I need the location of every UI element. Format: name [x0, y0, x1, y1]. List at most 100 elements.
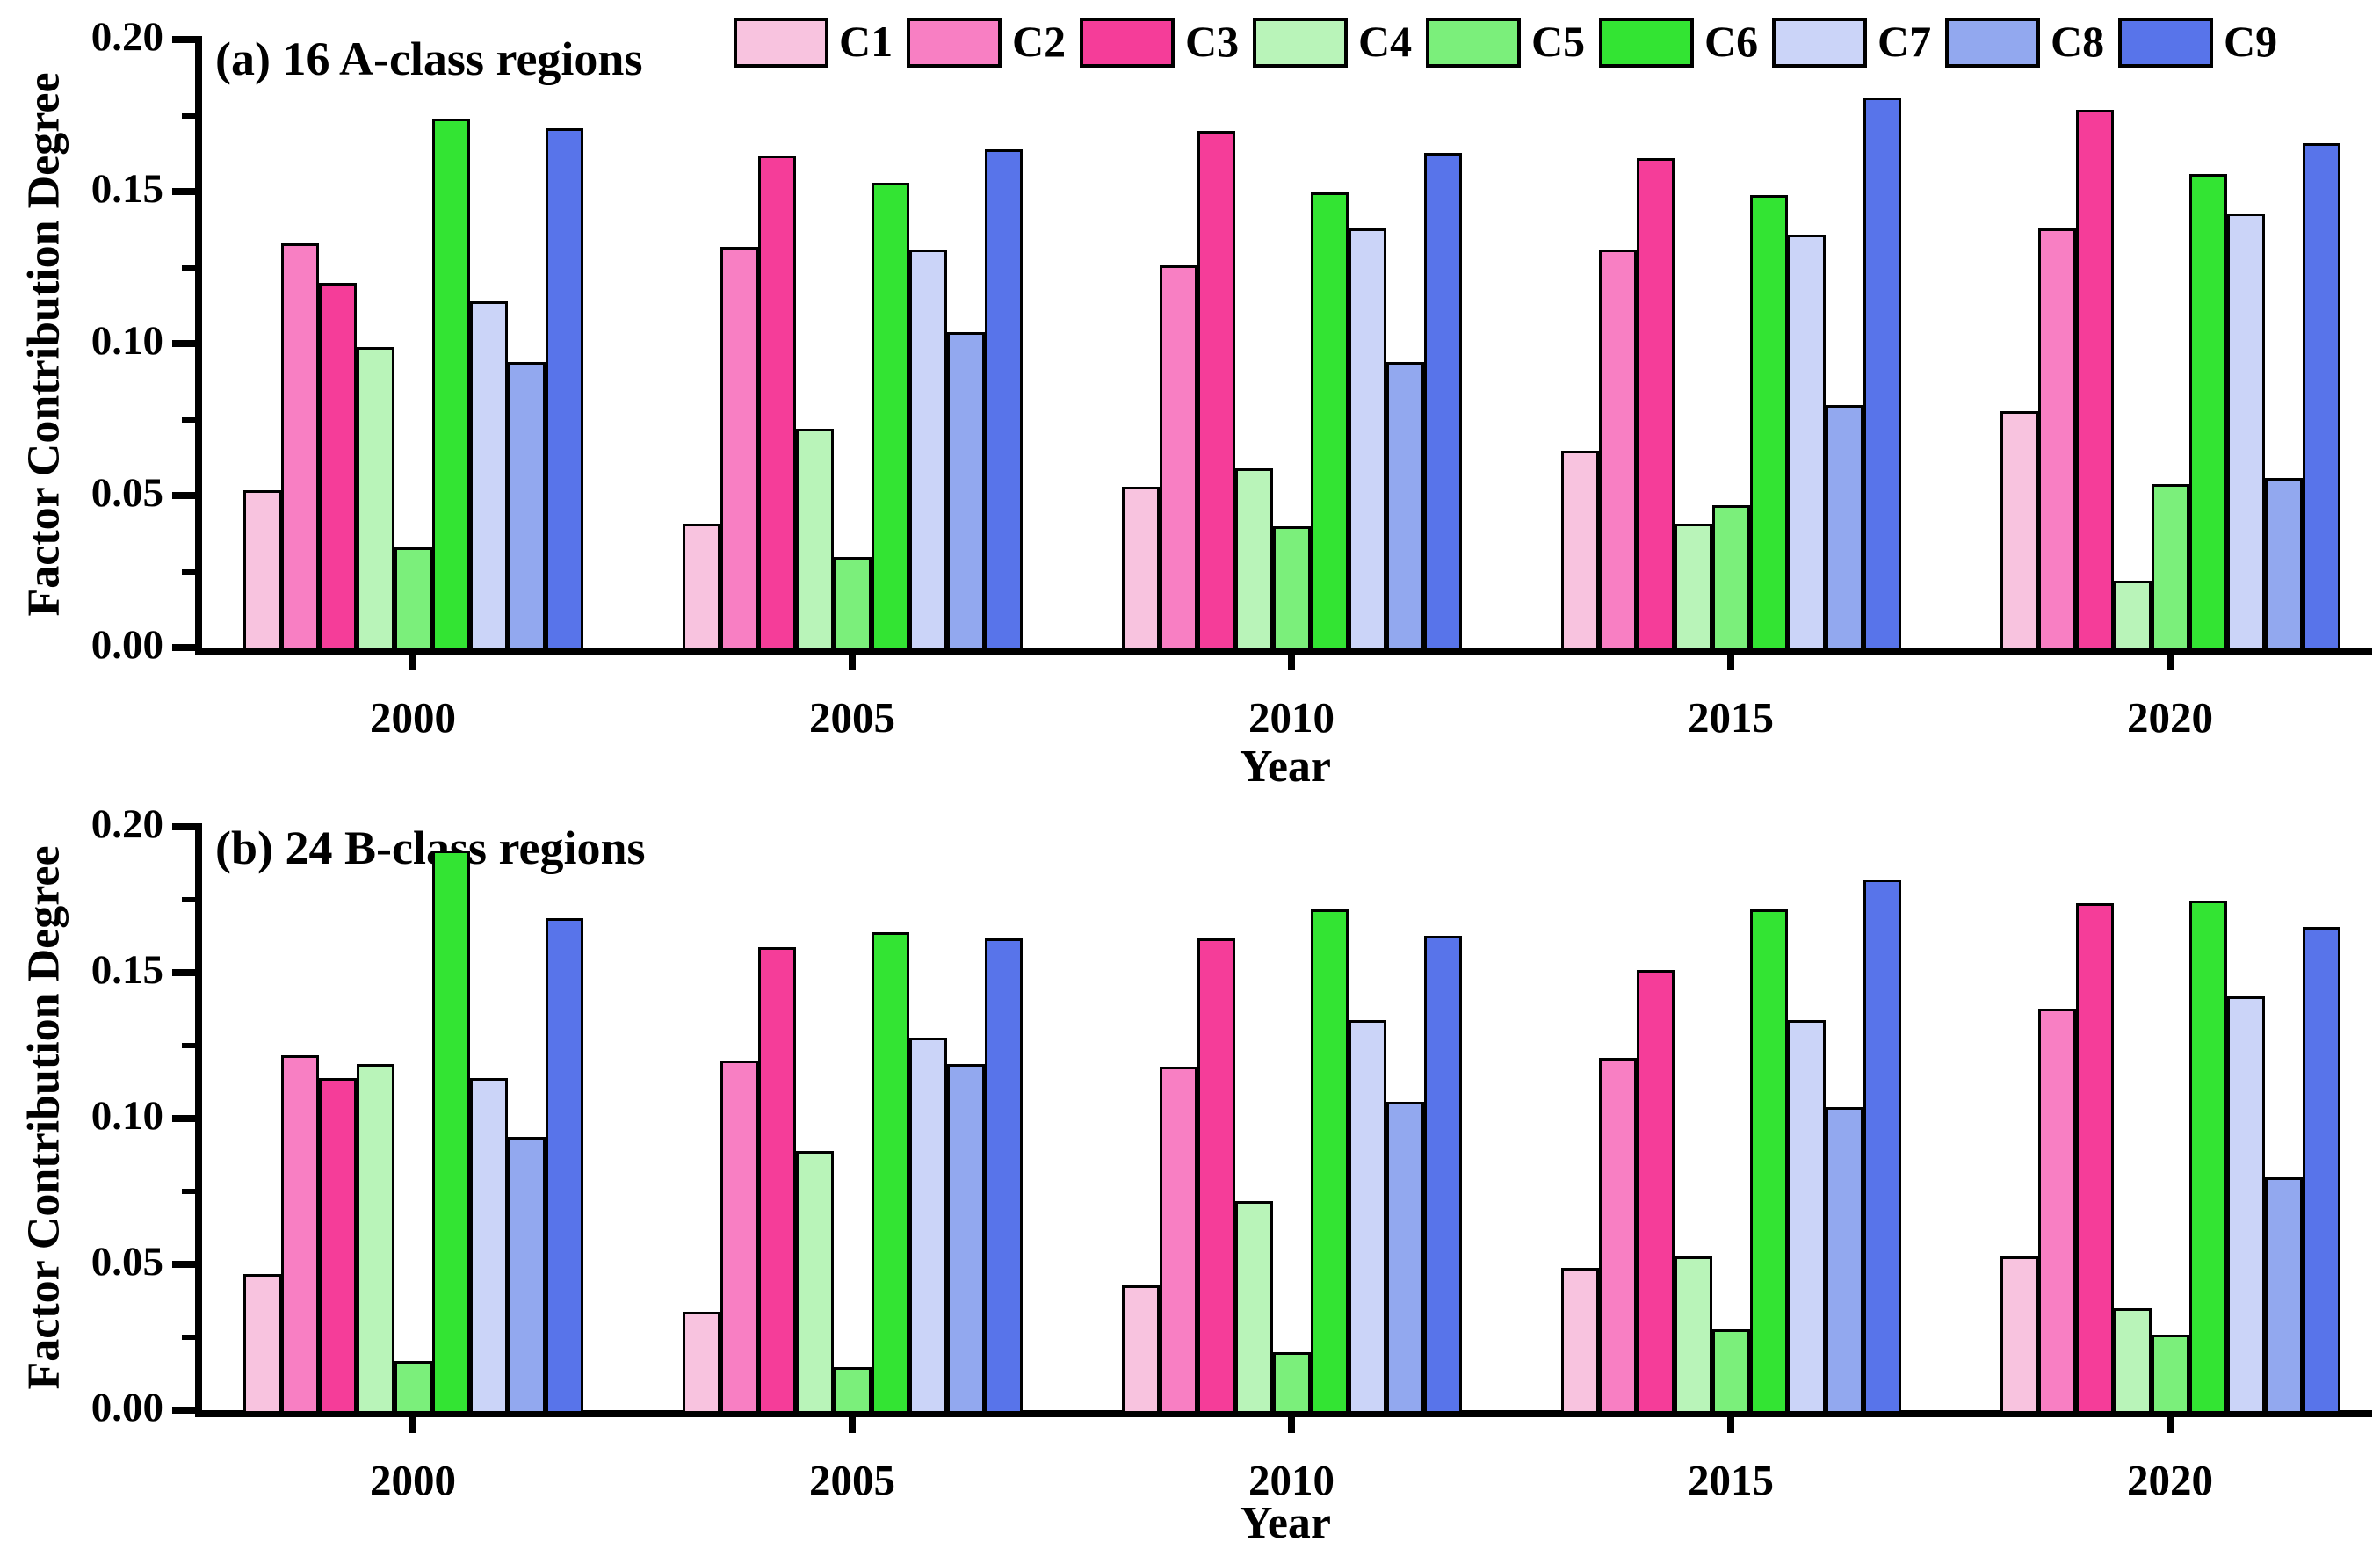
bar-c1-2010: [1121, 487, 1160, 651]
bar-c1-2015: [1560, 1268, 1599, 1414]
legend-label-c1: C1: [839, 17, 893, 66]
y-major-tick: [172, 188, 195, 195]
y-tick-label: 0.00: [90, 1385, 163, 1430]
bar-c8-2005: [946, 332, 985, 651]
bar-c8-2000: [507, 362, 546, 651]
bar-c8-2015: [1825, 1107, 1863, 1414]
bar-c5-2010: [1272, 526, 1311, 651]
x-tick-label: 2015: [1688, 693, 1774, 742]
bar-c3-2010: [1197, 131, 1235, 651]
legend-label-c7: C7: [1877, 17, 1932, 66]
bar-c8-2010: [1385, 362, 1424, 651]
x-tick-label: 2010: [1248, 693, 1335, 742]
x-axis-line: [195, 1410, 2372, 1417]
bar-c4-2005: [795, 429, 834, 651]
y-tick-label: 0.10: [90, 1093, 163, 1139]
x-tick: [1727, 655, 1734, 670]
bar-c5-2020: [2151, 1335, 2189, 1414]
legend-label-c4: C4: [1358, 17, 1413, 66]
y-major-tick: [172, 340, 195, 347]
bar-c3-2005: [757, 156, 796, 651]
bar-c3-2000: [318, 1078, 357, 1414]
bar-c5-2000: [394, 547, 432, 651]
bar-c4-2020: [2113, 581, 2152, 651]
y-major-tick: [172, 1407, 195, 1414]
bar-c6-2020: [2188, 174, 2227, 651]
bar-c5-2015: [1711, 1329, 1750, 1414]
bar-c6-2015: [1749, 195, 1788, 651]
bar-c3-2020: [2075, 110, 2114, 651]
bar-c5-2015: [1711, 505, 1750, 651]
bar-c6-2000: [431, 851, 470, 1414]
legend-swatch-c5: [1426, 18, 1521, 68]
x-axis-line: [195, 648, 2372, 655]
panel-a-x-axis-title: Year: [1240, 742, 1331, 792]
bar-c9-2020: [2302, 927, 2340, 1414]
bar-c1-2005: [682, 524, 720, 651]
bar-c8-2020: [2264, 478, 2303, 651]
bar-c7-2010: [1348, 1020, 1386, 1414]
bar-c9-2000: [545, 918, 583, 1414]
y-minor-tick: [182, 1335, 195, 1340]
y-major-tick: [172, 1261, 195, 1268]
bar-c7-2000: [469, 301, 508, 651]
y-tick-label: 0.20: [90, 801, 163, 847]
x-tick-label: 2010: [1248, 1456, 1335, 1504]
panel-a-title: (a) 16 A-class regions: [215, 33, 643, 85]
bar-c2-2020: [2037, 228, 2076, 651]
y-minor-tick: [182, 416, 195, 423]
x-tick: [409, 1417, 416, 1433]
legend-label-c3: C3: [1185, 17, 1240, 66]
bar-c1-2000: [242, 490, 281, 651]
x-tick: [1727, 1417, 1734, 1433]
legend-swatch-c9: [2118, 18, 2213, 68]
y-minor-tick: [182, 112, 195, 119]
bar-c3-2020: [2075, 903, 2114, 1414]
bar-c1-2020: [2000, 1256, 2038, 1414]
x-tick-label: 2005: [809, 693, 895, 742]
bar-c2-2020: [2037, 1009, 2076, 1414]
legend-swatch-c3: [1080, 18, 1175, 68]
bar-c6-2020: [2188, 901, 2227, 1414]
bar-c8-2020: [2264, 1177, 2303, 1414]
bar-c8-2015: [1825, 405, 1863, 651]
x-tick-label: 2000: [370, 1456, 456, 1504]
bar-c7-2005: [908, 1038, 947, 1414]
bar-c9-2010: [1423, 936, 1462, 1414]
legend-label-c5: C5: [1531, 17, 1586, 66]
bar-c7-2000: [469, 1078, 508, 1414]
y-minor-tick: [182, 568, 195, 575]
x-tick: [1288, 1417, 1295, 1433]
bar-c7-2010: [1348, 228, 1386, 651]
bar-c9-2000: [545, 128, 583, 651]
bar-c3-2015: [1636, 970, 1675, 1414]
bar-c4-2015: [1674, 1256, 1712, 1414]
y-minor-tick: [182, 1043, 195, 1048]
legend-label-c8: C8: [2051, 17, 2105, 66]
bar-c5-2010: [1272, 1352, 1311, 1414]
bar-c7-2015: [1787, 1020, 1826, 1414]
x-tick: [409, 655, 416, 670]
bar-c2-2005: [720, 1061, 758, 1414]
bar-c6-2005: [871, 932, 909, 1414]
panel-b-x-axis-title: Year: [1240, 1498, 1331, 1542]
bar-c3-2005: [757, 947, 796, 1414]
bar-c4-2015: [1674, 524, 1712, 651]
bar-c7-2005: [908, 250, 947, 651]
y-tick-label: 0.05: [90, 470, 163, 516]
y-minor-tick: [182, 897, 195, 902]
bar-c2-2015: [1598, 1058, 1637, 1414]
bar-c1-2000: [242, 1274, 281, 1414]
y-tick-label: 0.00: [90, 622, 163, 668]
x-tick-label: 2005: [809, 1456, 895, 1504]
panel-b-title: (b) 24 B-class regions: [215, 822, 646, 874]
y-major-tick: [172, 36, 195, 43]
legend-swatch-c2: [907, 18, 1002, 68]
bar-c9-2020: [2302, 143, 2340, 651]
bar-c9-2005: [984, 149, 1023, 651]
y-major-tick: [172, 823, 195, 830]
bar-c2-2015: [1598, 250, 1637, 651]
bar-c3-2010: [1197, 938, 1235, 1414]
x-tick-label: 2000: [370, 693, 456, 742]
